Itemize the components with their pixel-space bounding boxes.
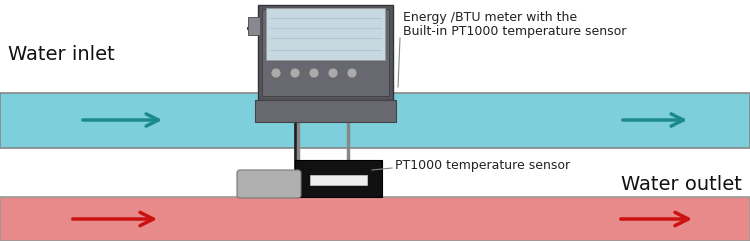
Circle shape [347,68,357,78]
Bar [266,8,385,60]
Bar [295,160,382,197]
Bar [248,17,260,35]
Text: Water inlet: Water inlet [8,46,115,65]
Text: Built-in PT1000 temperature sensor: Built-in PT1000 temperature sensor [403,26,626,39]
Circle shape [309,68,319,78]
Text: PT1000 temperature sensor: PT1000 temperature sensor [395,159,570,172]
Text: Water outlet: Water outlet [621,175,742,194]
Bar [255,100,396,122]
FancyBboxPatch shape [237,170,301,198]
Circle shape [328,68,338,78]
Bar [262,9,389,96]
Text: Energy /BTU meter with the: Energy /BTU meter with the [403,12,578,25]
Bar [310,175,367,185]
Circle shape [290,68,300,78]
Bar [0,197,750,241]
Circle shape [271,68,281,78]
Bar [0,93,750,148]
Bar [258,5,393,100]
